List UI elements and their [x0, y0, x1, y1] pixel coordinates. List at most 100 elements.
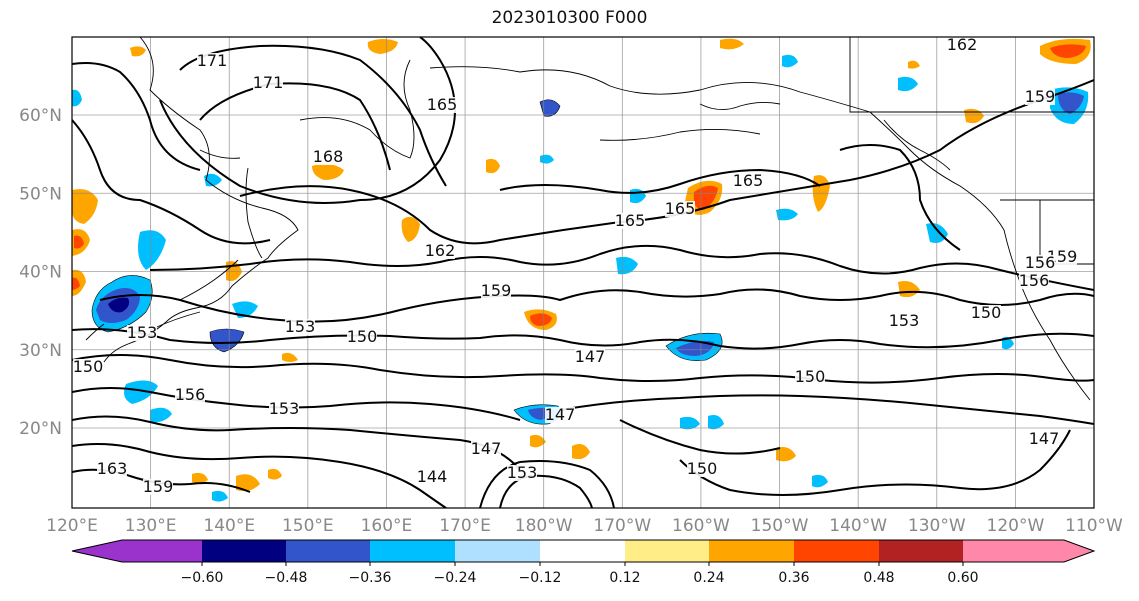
positive-anomaly-patch	[192, 472, 208, 484]
negative-anomaly-patch	[209, 328, 245, 353]
contour-label-bg	[425, 243, 455, 259]
negative-anomaly-patch	[138, 230, 166, 270]
colorbar-tick-label: 0.36	[778, 570, 809, 586]
colorbar-tick-labels: −0.60 −0.48 −0.36 −0.24 −0.12 0.12 0.24 0.36 0.4…	[181, 562, 979, 586]
contour-label-bg	[795, 369, 825, 385]
negative-anomaly-patch	[204, 173, 222, 187]
contour-label-bg	[313, 149, 343, 165]
contour-label: 159	[143, 477, 174, 496]
contour-label: 165	[733, 171, 764, 190]
contour-label: 171	[197, 51, 228, 70]
contour-label: 153	[269, 399, 300, 418]
contour-label-bg	[1025, 255, 1055, 271]
positive-anomaly-patch	[72, 277, 80, 290]
colorbar-outline	[71, 539, 1096, 563]
longitude-label: 170°W	[593, 516, 651, 536]
contour-label: 156	[1019, 271, 1050, 290]
contour-label: 162	[425, 241, 456, 260]
contour-label-bg	[507, 465, 537, 481]
positive-anomaly-patch	[720, 38, 744, 50]
height-contours	[72, 37, 1094, 508]
colorbar-tick-label: −0.60	[181, 570, 224, 586]
contour-label-bg	[175, 387, 205, 403]
contour-label: 150	[687, 459, 718, 478]
colorbar-tick-label: 0.60	[947, 570, 978, 586]
contour-label-bg	[947, 37, 977, 53]
negative-anomaly-patch	[708, 415, 724, 430]
longitude-label: 150°W	[751, 516, 809, 536]
contour-label: 171	[253, 73, 284, 92]
longitude-label: 140°W	[829, 516, 887, 536]
positive-anomaly-patch	[367, 39, 398, 54]
negative-anomaly-patch	[676, 340, 714, 356]
longitude-label: 130°W	[908, 516, 966, 536]
positive-anomaly-patch	[312, 163, 344, 180]
colorbar-tick-label: −0.24	[434, 570, 477, 586]
contour-label: 159	[481, 281, 512, 300]
contour-label: 165	[427, 95, 458, 114]
contour-label: 147	[575, 347, 606, 366]
colorbar-segment	[540, 540, 625, 562]
positive-anomaly-patch	[530, 434, 546, 448]
colorbar-tick-label: −0.48	[265, 570, 308, 586]
contour-label: 156	[175, 385, 206, 404]
contour-label-bg	[1019, 273, 1049, 289]
contour-label: 163	[97, 459, 128, 478]
positive-anomaly-patch	[72, 189, 98, 224]
latitude-labels: 60°N 50°N 40°N 30°N 20°N	[19, 106, 62, 439]
longitude-label: 150°E	[282, 516, 334, 536]
longitude-label: 160°W	[672, 516, 730, 536]
contour-label: 147	[545, 405, 576, 424]
positive-anomaly-patch	[486, 158, 500, 174]
contour-label-bg	[615, 213, 645, 229]
negative-anomaly-patch	[108, 297, 130, 313]
contour-label-bg	[73, 359, 103, 375]
negative-anomaly-patch	[782, 54, 798, 68]
positive-anomaly-patch	[572, 444, 590, 460]
colorbar-segment	[625, 540, 709, 562]
positive-anomaly-patch	[964, 108, 984, 124]
colorbar-extend-high	[963, 540, 1094, 562]
negative-anomaly-patch	[124, 380, 158, 404]
colorbar-segment	[370, 540, 455, 562]
colorbar-tick-label: −0.36	[349, 570, 392, 586]
contour-label-bg	[889, 313, 919, 329]
positive-anomaly-patch	[908, 60, 920, 69]
positive-anomaly-patch	[268, 468, 282, 480]
contour-label-bg	[285, 319, 315, 335]
contour-label-bg	[1029, 431, 1059, 447]
contour-label-bg	[197, 53, 227, 69]
negative-anomaly-patch	[539, 99, 561, 117]
positive-anomaly-patch	[898, 281, 920, 298]
contour-label: 150	[795, 367, 826, 386]
longitude-label: 140°E	[203, 516, 255, 536]
colorbar-segment	[202, 540, 286, 562]
contour-label: 153	[285, 317, 316, 336]
contour-label-bg	[347, 329, 377, 345]
colorbar-segment	[286, 540, 370, 562]
longitude-label: 170°E	[439, 516, 491, 536]
contour-label-bg	[253, 75, 283, 91]
negative-anomaly-patch	[898, 76, 918, 92]
contour-label-bg	[733, 173, 763, 189]
map-frame	[71, 36, 1095, 509]
latitude-label: 60°N	[19, 106, 62, 126]
contour-label: 165	[665, 199, 696, 218]
positive-anomaly-patch	[282, 352, 298, 362]
colorbar	[71, 539, 1096, 563]
map-gridlines	[72, 37, 1094, 508]
contour-label: 153	[889, 311, 920, 330]
map-title: 2023010300 F000	[491, 8, 648, 28]
contour-label: 150	[971, 303, 1002, 322]
colorbar-segment	[455, 540, 540, 562]
contour-label-bg	[471, 441, 501, 457]
contour-label-bg	[971, 305, 1001, 321]
positive-anomaly-patch	[776, 447, 796, 462]
contour-label: 156	[1025, 253, 1056, 272]
contour-label-bg	[1025, 89, 1055, 105]
colorbar-tick-label: 0.24	[693, 570, 724, 586]
longitude-label: 160°E	[361, 516, 413, 536]
colorbar-segment	[879, 540, 963, 562]
longitude-label: 130°E	[125, 516, 177, 536]
positive-anomaly-patch	[1050, 44, 1086, 58]
